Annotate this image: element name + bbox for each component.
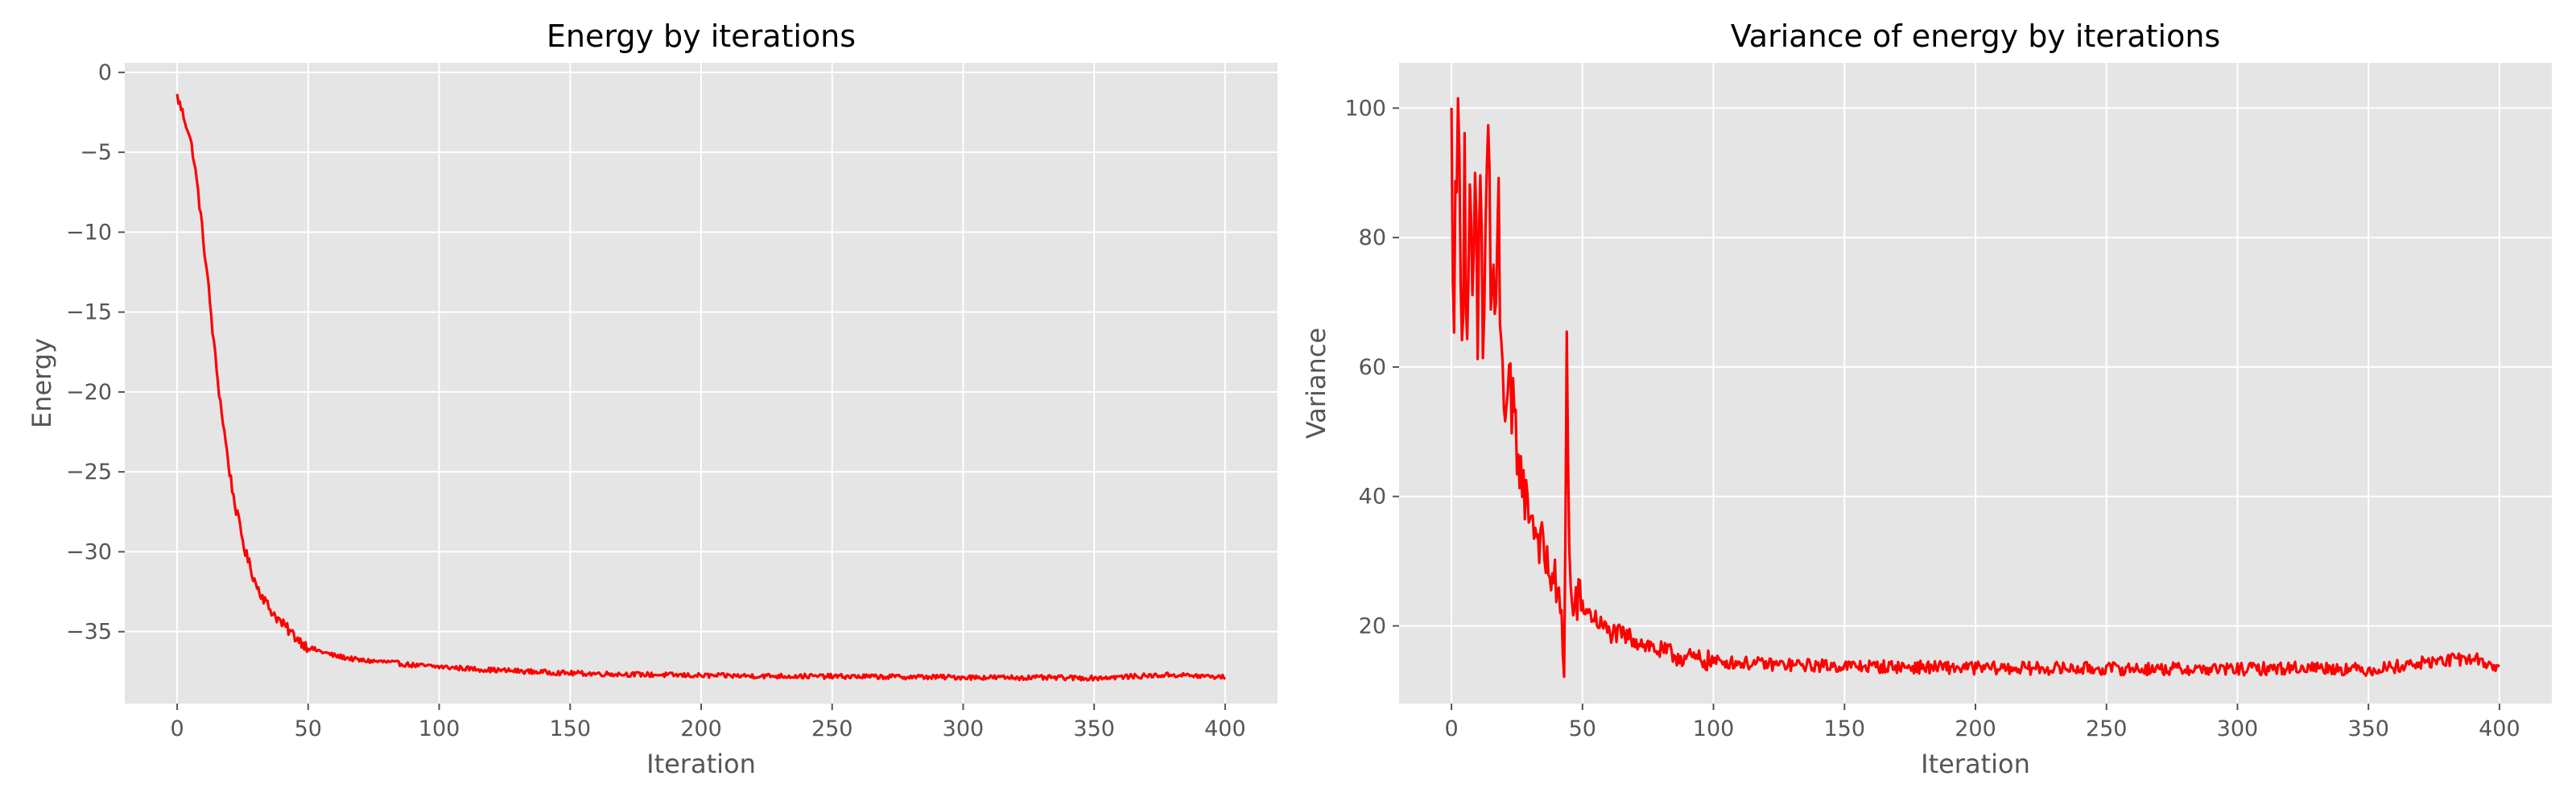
series-line <box>175 93 1227 682</box>
x-axis-label: Iteration <box>646 749 756 779</box>
y-tick-label: −20 <box>66 380 112 405</box>
y-tick-label: −10 <box>66 220 112 245</box>
y-tick-label: −30 <box>66 539 112 564</box>
y-axis-label: Energy <box>27 338 57 428</box>
series-line <box>1450 97 2500 679</box>
x-tick-label: 250 <box>2086 716 2128 741</box>
y-tick-label: −35 <box>66 620 112 645</box>
x-tick-label: 100 <box>1693 716 1735 741</box>
x-tick-label: 250 <box>811 716 853 741</box>
x-tick-label: 350 <box>1073 716 1115 741</box>
x-tick-label: 100 <box>419 716 460 741</box>
x-tick-label: 300 <box>2217 716 2259 741</box>
y-tick-label: 20 <box>1359 614 1386 639</box>
x-tick-label: 300 <box>943 716 985 741</box>
x-tick-label: 150 <box>1823 716 1865 741</box>
chart-title: Variance of energy by iterations <box>1731 19 2220 54</box>
chart-title: Energy by iterations <box>547 19 856 54</box>
x-tick-label: 50 <box>295 716 322 741</box>
y-tick-label: −5 <box>80 140 112 165</box>
y-tick-label: 80 <box>1359 225 1386 250</box>
x-tick-label: 200 <box>1955 716 1996 741</box>
x-tick-label: 350 <box>2347 716 2389 741</box>
x-tick-label: 150 <box>549 716 591 741</box>
y-tick-label: 100 <box>1344 96 1386 121</box>
chart-1: 0 50 100 150 200 250 300 350 400 0 −5 −10 −15 −20 −25 −… <box>27 19 1278 779</box>
y-tick-label: 40 <box>1359 485 1386 510</box>
x-axis-label: Iteration <box>1921 749 2030 779</box>
y-tick-label: 60 <box>1359 355 1386 380</box>
x-tick-label: 0 <box>1444 716 1458 741</box>
x-tick-label: 200 <box>680 716 722 741</box>
y-tick-label: −15 <box>66 300 112 325</box>
x-tick-label: 50 <box>1569 716 1596 741</box>
x-tick-label: 400 <box>2479 716 2520 741</box>
y-axis-label: Variance <box>1301 328 1331 439</box>
x-tick-label: 0 <box>170 716 184 741</box>
y-tick-label: 0 <box>98 60 112 85</box>
y-tick-label: −25 <box>66 460 112 485</box>
chart-2: 0 50 100 150 200 250 300 350 400 20 40 60 80 100 Varia… <box>1301 19 2552 779</box>
x-tick-label: 400 <box>1204 716 1246 741</box>
